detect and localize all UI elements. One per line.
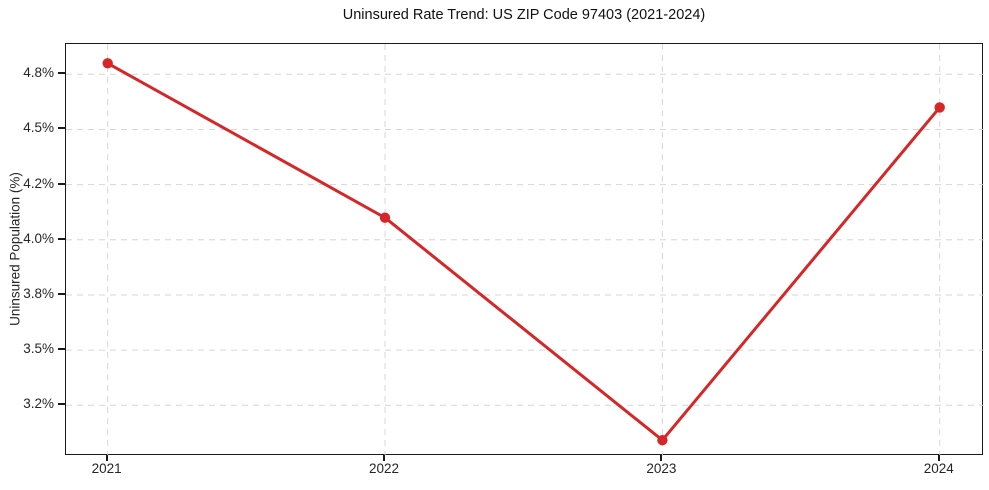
x-tick-label: 2024: [923, 461, 954, 476]
trend-line: [106, 61, 942, 442]
y-tick-label: 3.2%: [23, 396, 54, 412]
line-chart-canvas: [66, 44, 984, 456]
y-tick: [58, 292, 65, 295]
x-tick: [383, 455, 386, 461]
y-tick-label: 4.8%: [23, 65, 54, 81]
y-tick: [58, 182, 65, 185]
y-tick: [58, 127, 65, 130]
y-tick-label: 4.5%: [23, 120, 54, 136]
x-tick: [660, 455, 663, 461]
x-tick-label: 2021: [91, 461, 122, 476]
y-tick: [58, 237, 65, 240]
x-tick-label: 2022: [369, 461, 400, 476]
x-tick-label: 2023: [646, 461, 677, 476]
data-point: [379, 212, 391, 223]
data-point: [102, 58, 113, 69]
y-tick-label: 4.2%: [23, 175, 54, 191]
x-tick: [937, 455, 940, 461]
y-axis-label: Uninsured Population (%): [7, 172, 23, 326]
data-point: [657, 435, 668, 446]
y-tick-label: 4.0%: [23, 230, 54, 246]
chart-title: Uninsured Rate Trend: US ZIP Code 97403 …: [342, 7, 706, 23]
y-tick: [58, 72, 65, 75]
x-tick: [105, 455, 108, 461]
y-tick-label: 3.5%: [23, 341, 54, 357]
y-tick: [58, 403, 65, 406]
plot-area: [65, 43, 984, 456]
y-tick-label: 3.8%: [23, 285, 54, 301]
y-tick: [58, 348, 65, 351]
data-point: [934, 102, 945, 113]
